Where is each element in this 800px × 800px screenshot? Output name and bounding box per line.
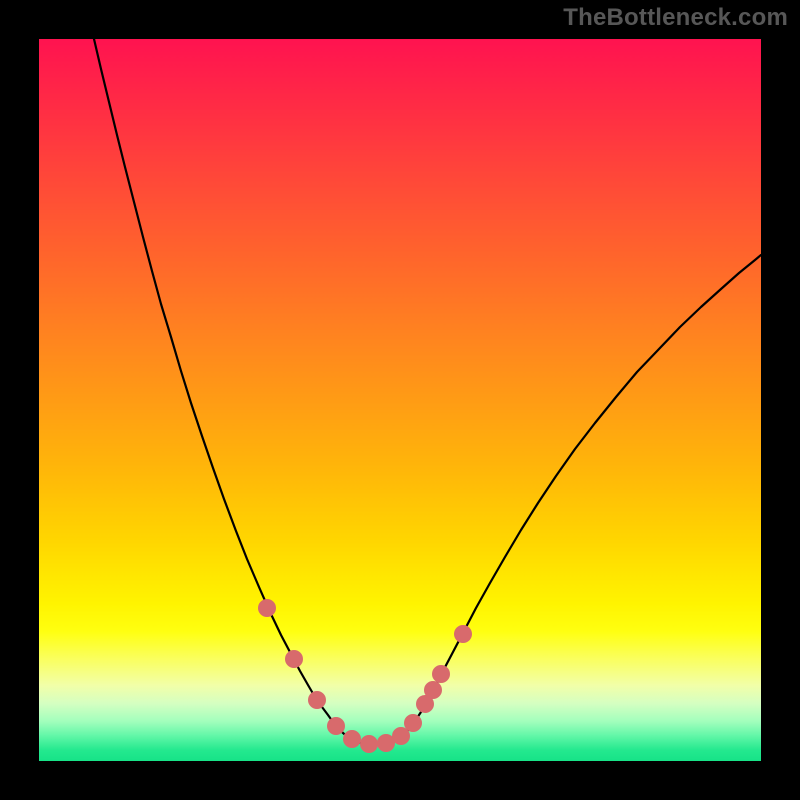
chart-frame: TheBottleneck.com bbox=[0, 0, 800, 800]
chart-svg bbox=[39, 39, 761, 761]
watermark-text: TheBottleneck.com bbox=[563, 4, 788, 32]
